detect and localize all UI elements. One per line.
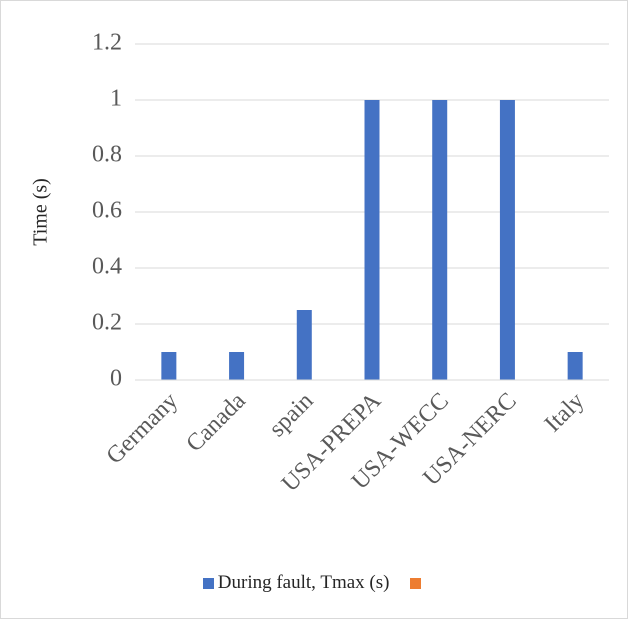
bar-0 xyxy=(161,352,177,380)
x-tick-0: Germany xyxy=(102,388,184,470)
y-axis-ticks: 0 0.2 0.4 0.6 0.8 1 1.2 xyxy=(92,30,122,392)
bar-4 xyxy=(432,100,448,380)
y-tick-2: 0.4 xyxy=(92,254,122,280)
legend: During fault, Tmax (s) xyxy=(0,572,628,595)
legend-swatch-0 xyxy=(202,577,214,589)
bars xyxy=(161,100,583,380)
legend-label-0: During fault, Tmax (s) xyxy=(217,572,390,593)
bar-1 xyxy=(229,352,245,380)
legend-entry-0: During fault, Tmax (s) xyxy=(202,572,390,594)
y-tick-1: 0.2 xyxy=(92,310,122,336)
x-tick-2: spain xyxy=(264,388,318,442)
y-tick-3: 0.6 xyxy=(92,198,122,224)
bar-3 xyxy=(364,100,380,380)
y-axis-label: Time (s) xyxy=(30,178,52,246)
x-tick-1: Canada xyxy=(182,388,252,458)
bar-2 xyxy=(296,310,312,380)
y-tick-6: 1.2 xyxy=(92,30,122,56)
y-tick-5: 1 xyxy=(110,86,122,112)
x-tick-6: Italy xyxy=(540,388,589,437)
legend-swatch-1 xyxy=(410,577,422,589)
y-tick-4: 0.8 xyxy=(92,142,122,168)
bar-6 xyxy=(567,352,583,380)
y-tick-0: 0 xyxy=(110,366,122,392)
bar-5 xyxy=(499,100,515,380)
legend-entry-1 xyxy=(410,577,425,589)
